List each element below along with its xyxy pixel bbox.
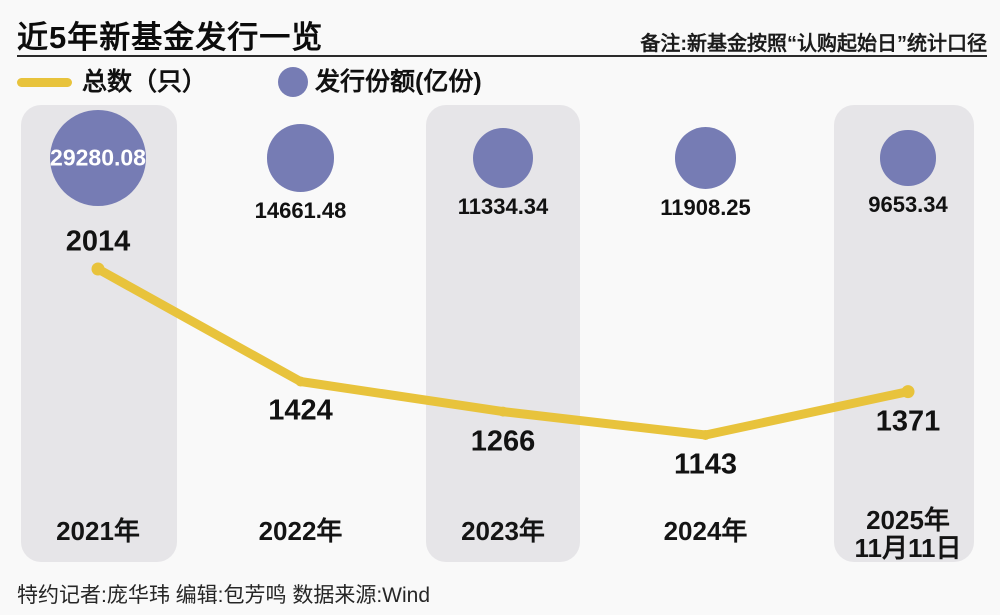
line-value-label: 1371 [875,405,941,438]
axis-label-2025年: 2025年 11月11日 [854,505,962,563]
line-series-swatch-icon [17,78,72,87]
bubble-value-label: 14661.48 [254,197,347,223]
line-value-label: 1424 [268,394,333,427]
bubble-value-label: 11334.34 [457,193,549,219]
line-point-marker [295,376,306,387]
bubble-value-label: 29280.08 [50,144,146,171]
bubble-series-label: 发行份额(亿份) [315,68,482,96]
bubble-value-label: 11908.25 [660,194,751,220]
bubble-2024年 [674,127,737,189]
footer-credits: 特约记者:庞华玮 编辑:包芳鸣 数据来源:Wind [17,584,431,607]
page-title: 近5年新基金发行一览 [17,20,324,55]
axis-label-2024年: 2024年 [663,516,748,546]
line-point-marker [700,430,711,440]
bubble-2025年 [880,130,936,186]
header-note: 备注:新基金按照“认购起始日”统计口径 [640,33,987,55]
line-value-label: 2014 [65,225,131,258]
axis-label-2023年: 2023年 [461,516,545,546]
bubble-2022年 [266,124,335,192]
line-series-label: 总数（只） [82,68,208,96]
bubble-value-label: 9653.34 [868,191,948,217]
line-value-label: 1266 [470,425,536,458]
bubble-2021年 [50,110,146,206]
line-value-label: 1143 [674,448,737,481]
bubble-2023年 [473,128,533,188]
axis-label-2021年: 2021年 [56,516,140,546]
bubble-series-swatch-icon [278,67,308,97]
title-underline [17,55,987,57]
legend: 总数（只） 发行份额(亿份) [17,67,637,98]
axis-label-2022年: 2022年 [258,516,343,546]
